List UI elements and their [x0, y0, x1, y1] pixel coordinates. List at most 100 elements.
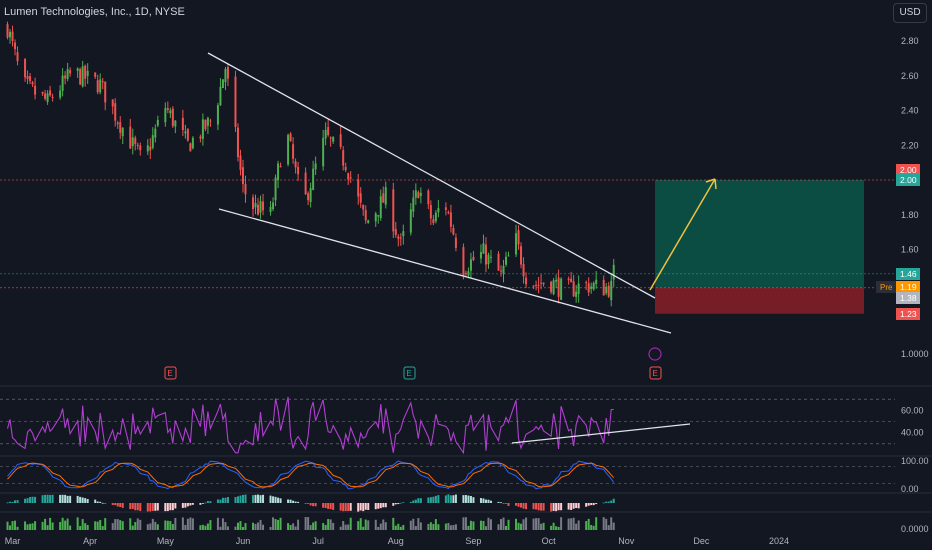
candle-body: [520, 246, 523, 265]
volume-bar: [595, 517, 598, 530]
momentum-bar: [241, 494, 244, 503]
price-axis-tick: 1.60: [901, 245, 919, 255]
price-label-box: [896, 164, 920, 176]
candle-body: [11, 31, 14, 41]
candle-body: [462, 247, 465, 276]
candle-body: [34, 85, 37, 95]
volume-bar: [139, 519, 142, 530]
volume-bar: [379, 523, 382, 530]
candle-body: [191, 137, 194, 149]
volume-bar: [269, 526, 272, 530]
candle-body: [575, 291, 578, 297]
volume-bar: [156, 524, 159, 530]
candle-body: [49, 90, 52, 96]
earnings-marker-label: E: [406, 369, 411, 378]
volume-bar: [259, 519, 262, 530]
momentum-bar: [84, 498, 87, 503]
volume-bar: [116, 519, 119, 530]
candle-body: [254, 202, 257, 208]
candle-body: [467, 271, 470, 276]
momentum-bar: [382, 503, 385, 508]
momentum-bar: [146, 503, 149, 512]
price-axis-tick: 2.20: [901, 140, 919, 150]
candle-body: [327, 126, 330, 136]
momentum-bar: [44, 494, 47, 503]
candle-body: [482, 243, 485, 254]
momentum-bar: [41, 495, 44, 503]
momentum-bar: [505, 503, 508, 504]
volume-bar: [14, 520, 17, 530]
volume-bar: [81, 519, 84, 530]
price-label: 1.19: [900, 282, 917, 292]
volume-bar: [605, 518, 608, 530]
volume-bar: [550, 525, 553, 530]
candle-body: [274, 177, 277, 201]
momentum-bar: [224, 497, 227, 503]
volume-bar: [382, 519, 385, 530]
candle-body: [292, 144, 295, 159]
candle-body: [31, 82, 34, 85]
candle-body: [587, 283, 590, 293]
volume-bar: [254, 523, 257, 530]
volume-bar: [414, 526, 417, 530]
candle-body: [537, 284, 540, 286]
price-label-box: [896, 174, 920, 186]
volume-bar: [94, 521, 97, 530]
currency-button[interactable]: USD: [893, 3, 927, 23]
volume-bar: [364, 519, 367, 530]
price-label-box: [896, 281, 920, 293]
earnings-marker: [649, 366, 662, 380]
volume-bar: [274, 519, 277, 530]
candle-body: [610, 280, 613, 301]
volume-bar: [394, 525, 397, 530]
x-axis-tick: Mar: [5, 536, 21, 546]
momentum-bar: [339, 503, 342, 511]
volume-bar: [515, 518, 518, 530]
earnings-marker: [403, 366, 416, 380]
candle-body: [64, 75, 67, 79]
momentum-bar: [134, 503, 137, 511]
x-axis-tick: Nov: [618, 536, 635, 546]
candle-body: [206, 117, 209, 126]
candle-body: [560, 278, 563, 300]
candle-body: [454, 237, 457, 249]
candle-body: [309, 188, 312, 203]
candle-body: [99, 79, 102, 93]
momentum-bar: [379, 503, 382, 509]
momentum-bar: [479, 498, 482, 503]
momentum-bar: [507, 503, 510, 506]
event-circle: [648, 347, 662, 361]
candle-body: [394, 228, 397, 236]
price-axis-tick: 2.60: [901, 71, 919, 81]
candle-body: [595, 279, 598, 285]
momentum-bar: [462, 495, 465, 503]
volume-bar: [417, 518, 420, 530]
volume-bar: [294, 526, 297, 530]
momentum-bar: [342, 503, 345, 512]
candle-body: [24, 59, 27, 78]
candle-body: [272, 202, 275, 210]
momentum-bar: [605, 501, 608, 503]
volume-bar: [525, 517, 528, 530]
momentum-bar: [557, 503, 560, 511]
volume-bar: [497, 524, 500, 530]
volume-bar: [467, 525, 470, 530]
volume-bar: [555, 526, 558, 530]
momentum-bar: [452, 495, 455, 503]
candle-body: [552, 280, 555, 295]
momentum-bar: [259, 495, 262, 503]
candle-body: [382, 193, 385, 203]
momentum-bar: [540, 503, 543, 511]
volume-bar: [64, 520, 67, 530]
momentum-bar: [377, 503, 380, 509]
volume-bar: [482, 520, 485, 530]
momentum-bar: [552, 503, 555, 511]
candle-body: [542, 282, 545, 285]
momentum-bar: [26, 498, 29, 503]
candle-body: [154, 128, 157, 138]
candle-body: [362, 204, 365, 210]
price-axis-tick: 2.40: [901, 106, 919, 116]
volume-bar: [239, 521, 242, 530]
candle-body: [399, 237, 402, 239]
